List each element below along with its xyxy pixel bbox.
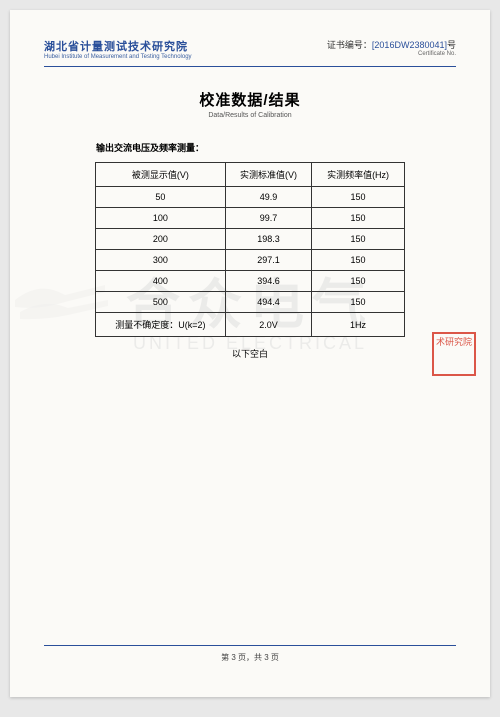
page-header: 湖北省计量测试技术研究院 Hubei Institute of Measurem… [10,10,490,64]
title-block: 校准数据/结果 Data/Results of Calibration [10,89,490,119]
institute-name-cn: 湖北省计量测试技术研究院 [44,38,192,54]
header-rule [44,66,456,67]
col-header-frequency: 实测频率值(Hz) [312,163,405,187]
cert-number: [2016DW2380041] [372,40,447,50]
cert-label-en: Certificate No. [327,51,456,57]
col-header-displayed: 被测显示值(V) [96,163,226,187]
table-row: 5049.9150 [96,187,405,208]
institute-name-en: Hubei Institute of Measurement and Testi… [44,54,192,60]
certificate-line: 证书编号：[2016DW2380041]号 [327,38,456,51]
table-body: 5049.9150 10099.7150 200198.3150 300297.… [96,187,405,337]
certificate-page: 合众电气 UNITED ELECTRICAL 湖北省计量测试技术研究院 Hube… [10,10,490,697]
title-en: Data/Results of Calibration [10,112,490,119]
page-number: 第 3 页，共 3 页 [10,652,490,663]
table-row: 200198.3150 [96,229,405,250]
calibration-table: 被测显示值(V) 实测标准值(V) 实测频率值(Hz) 5049.9150 10… [95,162,405,337]
table-row: 300297.1150 [96,250,405,271]
table-row-uncertainty: 测量不确定度：U(k=2)2.0V1Hz [96,313,405,337]
page-footer: 第 3 页，共 3 页 [10,645,490,663]
cert-label-cn: 证书编号： [327,40,372,50]
cert-suffix: 号 [447,40,456,50]
footer-rule [44,645,456,646]
section-label: 输出交流电压及频率测量： [96,141,490,154]
table-row: 10099.7150 [96,208,405,229]
title-cn: 校准数据/结果 [10,89,490,110]
below-blank-label: 以下空白 [10,347,490,360]
table-row: 500494.4150 [96,292,405,313]
table-row: 400394.6150 [96,271,405,292]
institute-block: 湖北省计量测试技术研究院 Hubei Institute of Measurem… [44,38,192,60]
certificate-block: 证书编号：[2016DW2380041]号 Certificate No. [327,38,456,60]
col-header-measured: 实测标准值(V) [225,163,311,187]
table-header-row: 被测显示值(V) 实测标准值(V) 实测频率值(Hz) [96,163,405,187]
